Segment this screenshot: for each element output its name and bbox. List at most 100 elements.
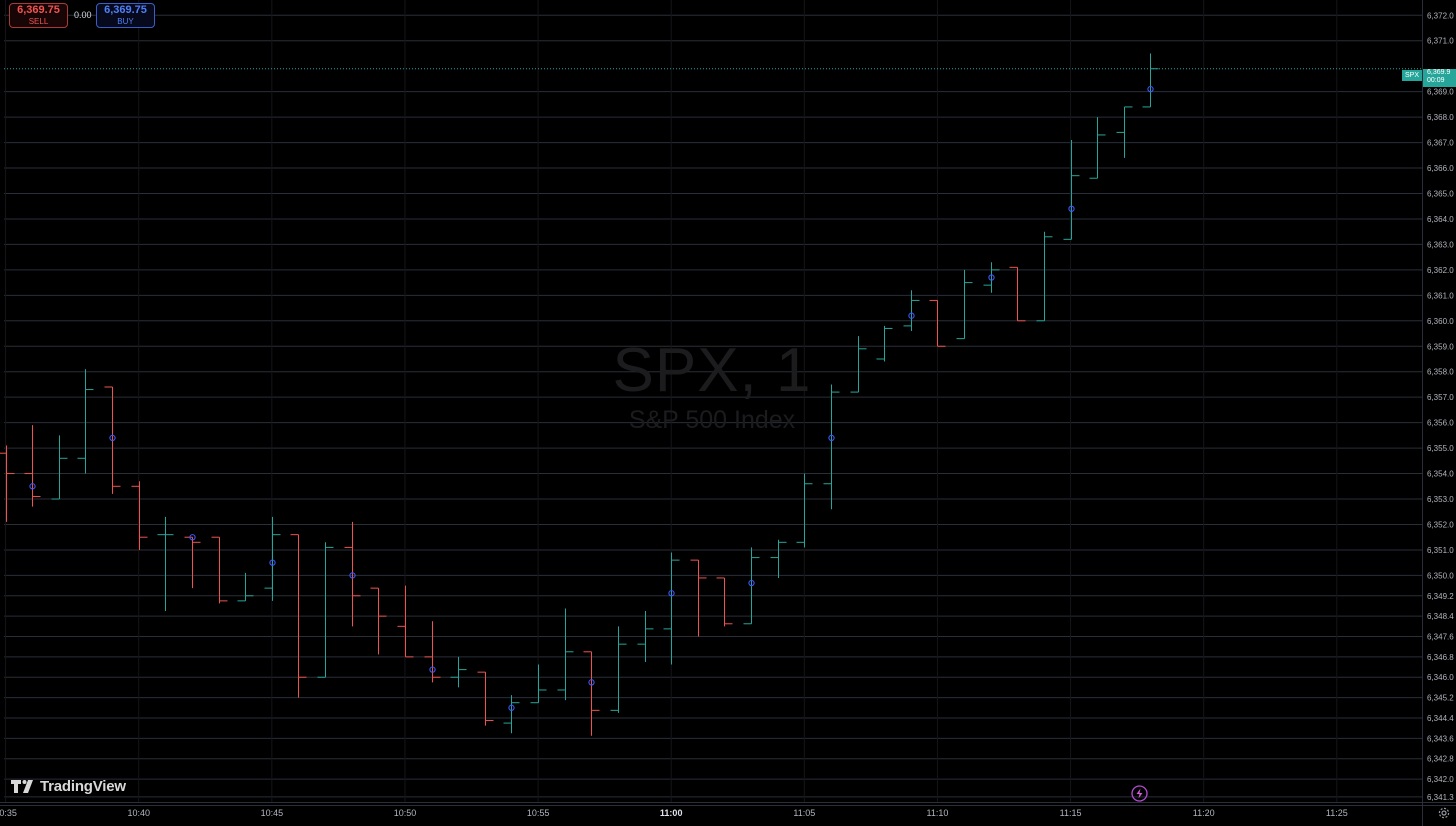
ohlc-bar (663, 552, 680, 665)
last-price-value-box: 6,369.9 00:09 (1423, 69, 1456, 87)
ohlc-bar (876, 325, 893, 362)
ohlc-bar (716, 577, 733, 627)
trade-marker (349, 572, 356, 579)
lightning-icon[interactable] (1131, 785, 1148, 802)
y-tick-label: 6,347.6 (1427, 633, 1454, 642)
buy-price: 6,369.75 (104, 4, 147, 16)
ohlc-bar (450, 656, 467, 688)
ohlc-bar (424, 621, 441, 683)
gear-icon[interactable] (1438, 807, 1450, 819)
ohlc-bar (983, 262, 1000, 293)
last-price-symbol: SPX (1402, 70, 1422, 81)
y-tick-label: 6,342.0 (1427, 775, 1454, 784)
trade-marker (29, 483, 36, 490)
y-tick-label: 6,353.0 (1427, 495, 1454, 504)
ohlc-bar (290, 534, 307, 698)
y-tick-label: 6,355.0 (1427, 444, 1454, 453)
ohlc-bar (637, 611, 654, 662)
y-tick-label: 6,361.0 (1427, 291, 1454, 300)
x-tick-label: 11:20 (1193, 808, 1215, 818)
y-tick-label: 6,358.0 (1427, 368, 1454, 377)
last-price-value: 6,369.9 (1427, 69, 1451, 76)
ohlc-bar (796, 473, 813, 548)
ohlc-bar (503, 695, 520, 734)
y-tick-label: 6,343.6 (1427, 734, 1454, 743)
x-tick-label: 11:00 (660, 808, 683, 818)
x-tick-label: 11:15 (1060, 808, 1082, 818)
trade-marker (588, 679, 595, 686)
y-tick-label: 6,366.0 (1427, 164, 1454, 173)
trade-marker (908, 312, 915, 319)
y-tick-label: 6,346.8 (1427, 653, 1454, 662)
tradingview-logo-text: TradingView (40, 778, 126, 795)
x-tick-label: 10:50 (394, 808, 417, 818)
ohlc-bar (530, 664, 547, 704)
trade-marker (1147, 85, 1154, 93)
y-tick-label: 6,359.0 (1427, 342, 1454, 351)
ohlc-bar (690, 559, 707, 637)
ohlc-bar (1116, 106, 1133, 158)
last-price-label: SPX 6,369.9 00:09 (1402, 69, 1456, 87)
ohlc-bar (77, 369, 94, 474)
y-tick-label: 6,360.0 (1427, 317, 1454, 326)
ohlc-bar (477, 671, 494, 726)
x-tick-label: 10:40 (127, 808, 150, 818)
y-tick-label: 6,350.0 (1427, 571, 1454, 580)
y-tick-label: 6,344.4 (1427, 714, 1454, 723)
y-tick-label: 6,349.2 (1427, 592, 1454, 601)
ohlc-bar (317, 542, 334, 678)
y-tick-label: 6,342.8 (1427, 755, 1454, 764)
ohlc-bar (1089, 117, 1106, 179)
ohlc-bar (1036, 231, 1053, 322)
x-tick-label: 10:35 (0, 808, 17, 818)
ohlc-bars (0, 53, 1159, 736)
ohlc-bar (823, 384, 840, 510)
trade-marker (1068, 205, 1075, 212)
y-tick-label: 6,372.0 (1427, 11, 1454, 20)
ohlc-bar (770, 539, 787, 578)
y-tick-label: 6,341.3 (1427, 793, 1454, 802)
ohlc-bar (850, 336, 867, 393)
ohlc-bar (157, 516, 174, 612)
symbol-watermark: SPX, 1 (612, 336, 812, 405)
bar-countdown: 00:09 (1427, 77, 1445, 84)
y-tick-label: 6,351.0 (1427, 546, 1454, 555)
ohlc-bar (557, 608, 574, 701)
trade-marker (269, 559, 276, 566)
sell-label: SELL (28, 17, 49, 26)
ohlc-bar (610, 626, 627, 713)
trade-marker (828, 434, 835, 442)
y-tick-label: 6,352.0 (1427, 520, 1454, 529)
y-tick-label: 6,367.0 (1427, 139, 1454, 148)
ohlc-bar (370, 587, 387, 655)
ohlc-bar (583, 651, 600, 736)
sell-button[interactable]: 6,369.75 SELL (9, 3, 68, 28)
tradingview-logo[interactable]: TradingView (11, 778, 126, 795)
y-tick-label: 6,348.4 (1427, 612, 1454, 621)
ohlc-bar (237, 572, 254, 602)
trade-marker (109, 434, 116, 442)
ohlc-bar (397, 585, 414, 658)
y-tick-label: 6,356.0 (1427, 419, 1454, 428)
ohlc-bar (1009, 266, 1026, 322)
ohlc-bar (956, 269, 973, 340)
symbol-description-watermark: S&P 500 Index (628, 406, 796, 434)
ohlc-bar (131, 481, 148, 550)
y-tick-label: 6,346.0 (1427, 673, 1454, 682)
y-tick-label: 6,362.0 (1427, 266, 1454, 275)
ohlc-bar (264, 516, 281, 601)
y-tick-label: 6,363.0 (1427, 240, 1454, 249)
ohlc-bar (51, 435, 68, 500)
trade-markers (29, 85, 1154, 711)
sell-price: 6,369.75 (17, 4, 60, 16)
y-tick-label: 6,364.0 (1427, 215, 1454, 224)
ohlc-bar (0, 445, 15, 522)
ohlc-bar (929, 299, 946, 347)
trade-marker (668, 590, 675, 597)
tradingview-logo-icon (11, 780, 33, 793)
y-tick-label: 6,365.0 (1427, 189, 1454, 198)
buy-button[interactable]: 6,369.75 BUY (96, 3, 155, 28)
trade-marker (429, 666, 436, 673)
